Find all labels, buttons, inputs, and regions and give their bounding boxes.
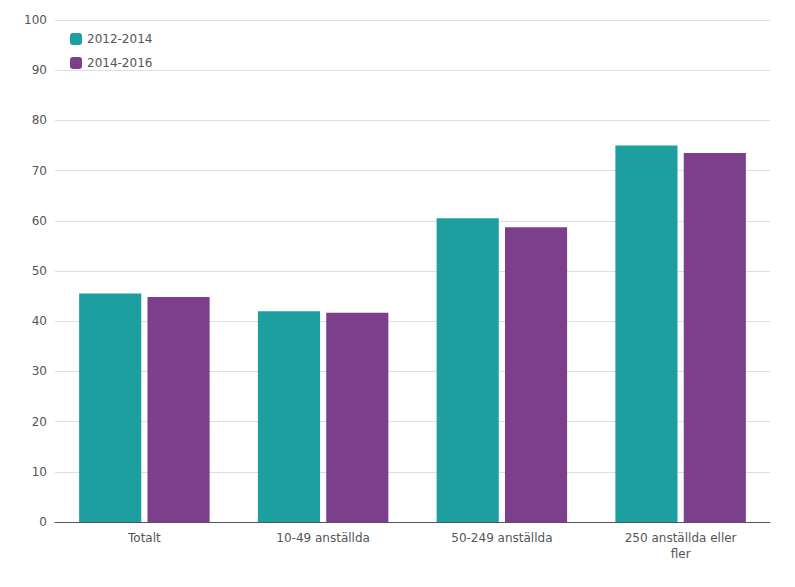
svg-text:10-49 anställda: 10-49 anställda	[276, 531, 370, 545]
svg-text:40: 40	[32, 314, 47, 328]
svg-text:10: 10	[32, 465, 47, 479]
svg-text:20: 20	[32, 415, 47, 429]
svg-text:70: 70	[32, 164, 47, 178]
svg-text:0: 0	[39, 515, 47, 529]
svg-text:Totalt: Totalt	[127, 531, 161, 545]
svg-text:80: 80	[32, 113, 47, 127]
svg-text:30: 30	[32, 364, 47, 378]
svg-text:90: 90	[32, 63, 47, 77]
svg-text:250 anställda eller: 250 anställda eller	[625, 531, 737, 545]
svg-text:100: 100	[24, 13, 47, 27]
svg-text:2014-2016: 2014-2016	[87, 56, 152, 70]
svg-text:50-249 anställda: 50-249 anställda	[451, 531, 552, 545]
svg-text:fler: fler	[671, 547, 691, 561]
svg-text:60: 60	[32, 214, 47, 228]
svg-text:2012-2014: 2012-2014	[87, 32, 152, 46]
svg-text:50: 50	[32, 264, 47, 278]
